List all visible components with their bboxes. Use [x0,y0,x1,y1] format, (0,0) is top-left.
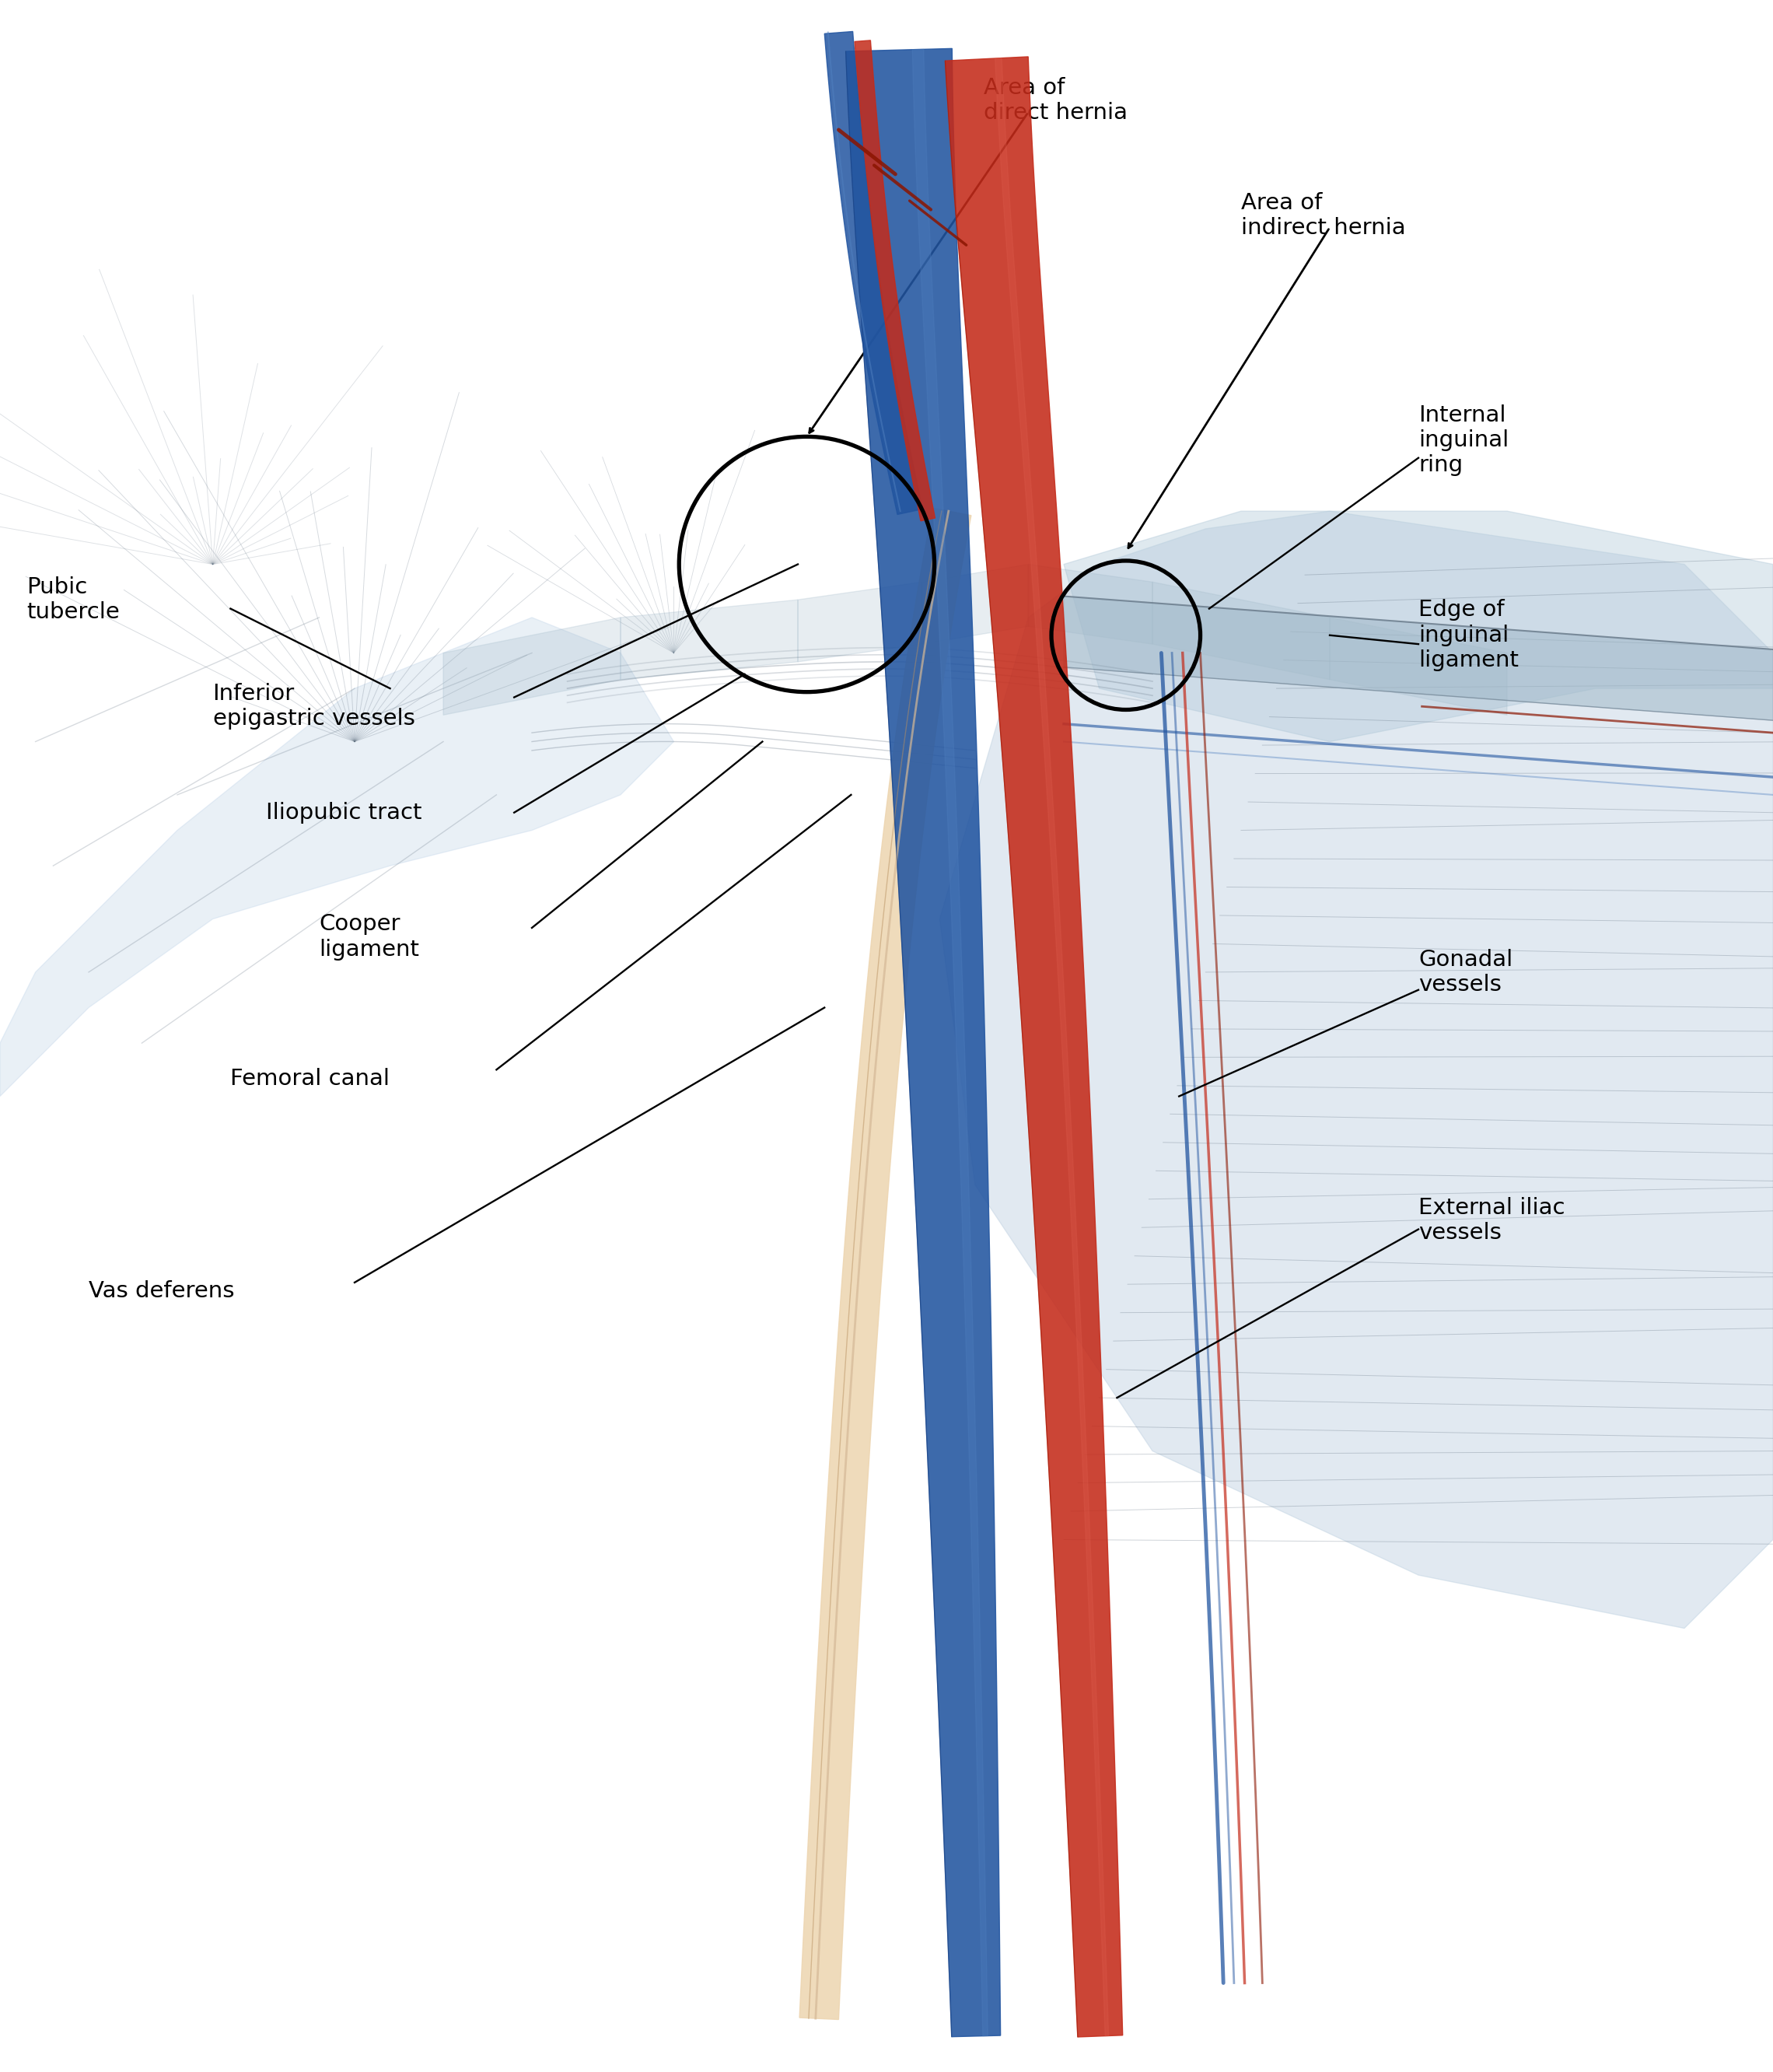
Text: Pubic
tubercle: Pubic tubercle [27,576,121,624]
Polygon shape [855,39,934,520]
Polygon shape [824,31,922,514]
Text: Gonadal
vessels: Gonadal vessels [1418,949,1512,997]
Polygon shape [1152,582,1330,680]
Polygon shape [913,50,988,2037]
Polygon shape [1028,564,1152,644]
Polygon shape [443,617,621,715]
Polygon shape [0,617,674,1096]
Text: Area of
direct hernia: Area of direct hernia [984,77,1128,124]
Polygon shape [798,582,922,661]
Text: Internal
inguinal
ring: Internal inguinal ring [1418,404,1509,477]
Polygon shape [1330,617,1507,715]
Text: Vas deferens: Vas deferens [89,1280,234,1301]
Polygon shape [1064,512,1773,742]
Text: Area of
indirect hernia: Area of indirect hernia [1241,193,1406,238]
Polygon shape [922,564,1028,644]
Polygon shape [1064,597,1773,721]
Text: Edge of
inguinal
ligament: Edge of inguinal ligament [1418,599,1519,671]
Polygon shape [621,599,798,680]
Text: Femoral canal: Femoral canal [230,1067,390,1090]
Polygon shape [800,508,972,2020]
Polygon shape [940,512,1773,1629]
Text: External iliac
vessels: External iliac vessels [1418,1198,1566,1243]
Text: Cooper
ligament: Cooper ligament [319,914,420,959]
Text: Iliopubic tract: Iliopubic tract [266,802,422,823]
Text: Inferior
epigastric vessels: Inferior epigastric vessels [213,682,415,729]
Polygon shape [846,48,1000,2037]
Polygon shape [995,58,1108,2037]
Polygon shape [945,56,1122,2037]
